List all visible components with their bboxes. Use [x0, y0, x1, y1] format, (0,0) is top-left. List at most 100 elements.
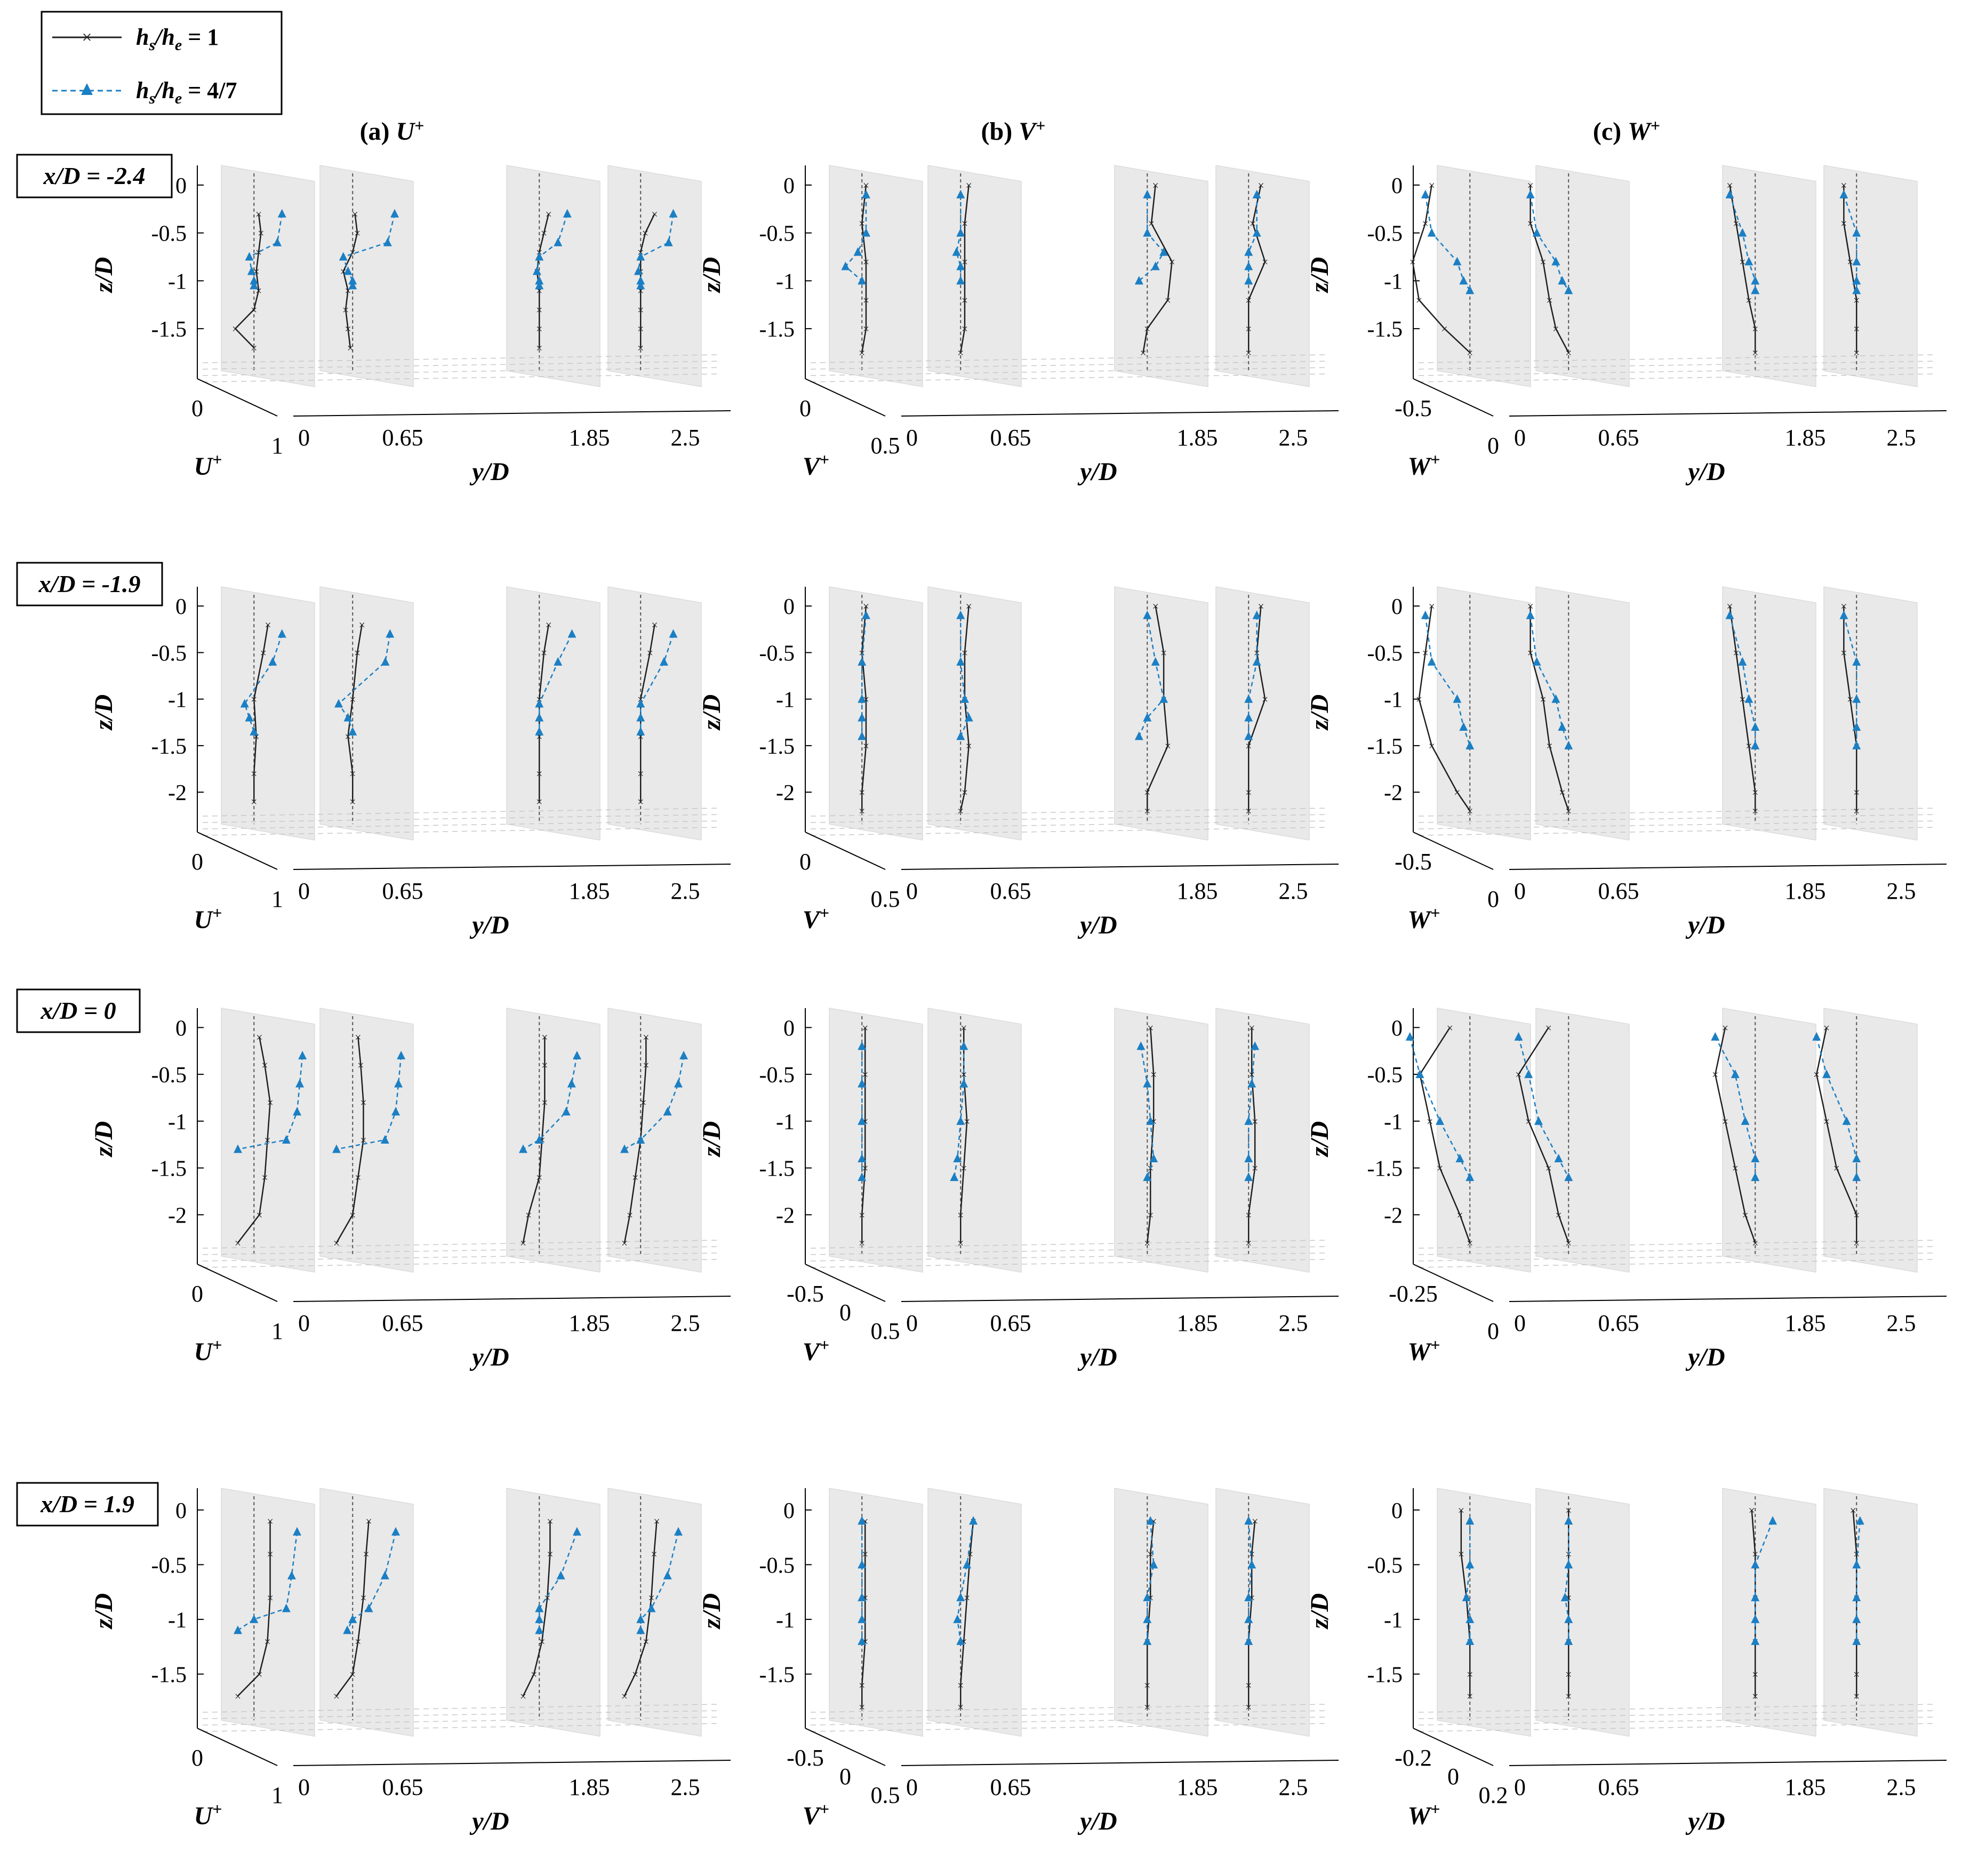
- series-point-r0-2-s1-p0-2: [1453, 257, 1462, 266]
- z-tick-label-r3-1-3: -1.5: [759, 1663, 795, 1687]
- series-point-r2-0-s0-p0-5: ×: [256, 1208, 262, 1222]
- series-point-r0-0-s0-p3-7: ×: [637, 341, 644, 355]
- z-axis-label-r1-1: z/D: [698, 694, 726, 731]
- yD-tick-label-r3-0-0: 0: [298, 1774, 310, 1800]
- series-point-r3-0-s0-p0-3: ×: [264, 1635, 270, 1648]
- series-point-r3-2-s0-p0-1: ×: [1458, 1547, 1464, 1561]
- var-axis-label-sup-r0-1: +: [820, 450, 829, 469]
- series-point-r2-1-s1-p0-4: [858, 1172, 867, 1182]
- yD-axis-r2-0: [293, 1296, 731, 1302]
- plane-r0-2-2: [1722, 165, 1816, 387]
- var-tick-label-r3-1-2: 0.5: [871, 1782, 900, 1808]
- series-point-r2-1-s1-p1-0: [959, 1041, 968, 1050]
- yD-axis-r1-1: [901, 864, 1339, 870]
- series-point-r2-1-s1-p0-1: [858, 1079, 867, 1088]
- series-point-r0-0-s1-p3-3: [634, 266, 643, 275]
- var-tick-label-r3-2-0: -0.2: [1395, 1745, 1432, 1771]
- z-tick-label-r1-1-1: -0.5: [759, 641, 795, 666]
- legend-marker-case2: [81, 83, 93, 95]
- plane-r2-0-3: [607, 1008, 702, 1273]
- var-tick-label-r0-0-0: 0: [191, 395, 203, 421]
- series-point-r0-0-s0-p0-5: ×: [251, 303, 257, 316]
- series-point-r1-1-s1-p1-2: [960, 694, 969, 703]
- series-line-r2-0-s1-p3: [624, 1055, 685, 1150]
- series-point-r2-2-s1-p2-0: [1711, 1032, 1720, 1041]
- series-point-r0-1-s1-p3-3: [1244, 261, 1253, 270]
- series-point-r2-0-s0-p1-5: ×: [349, 1208, 356, 1222]
- yD-axis-label-r2-2: y/D: [1685, 1343, 1725, 1371]
- series-point-r0-0-s1-p3-0: [669, 209, 678, 218]
- yD-tick-label-r2-1-2: 1.85: [1177, 1310, 1218, 1336]
- series-point-r2-2-s0-p2-0: ×: [1722, 1021, 1728, 1034]
- plane-r1-1-3: [1215, 586, 1310, 841]
- z-tick-label-r3-1-2: -1: [776, 1608, 795, 1633]
- plane-r2-1-1: [927, 1008, 1022, 1273]
- series-point-r3-0-s1-p0-2: [282, 1603, 291, 1612]
- var-axis-label-sup-r0-0: +: [212, 450, 222, 469]
- series-point-r1-0-s1-p2-4: [535, 727, 544, 736]
- yD-tick-label-r2-0-1: 0.65: [382, 1310, 423, 1336]
- series-point-r3-0-s0-p1-5: ×: [333, 1689, 340, 1703]
- series-point-r0-1-s1-p2-1: [1143, 228, 1152, 237]
- series-point-r0-1-s1-p0-4: [858, 276, 867, 285]
- series-point-r1-2-s0-p2-4: ×: [1752, 786, 1758, 799]
- series-point-r3-1-s1-p0-0: [858, 1516, 867, 1525]
- series-line-r1-1-s0-p2: [1147, 605, 1169, 811]
- series-point-r1-2-s1-p0-3: [1459, 722, 1468, 731]
- plane-r0-0-3: [607, 165, 702, 387]
- series-point-r1-0-s0-p2-5: ×: [536, 795, 542, 809]
- plane-r2-2-3: [1823, 1008, 1918, 1273]
- z-tick-label-r3-0-3: -1.5: [151, 1663, 187, 1687]
- z-tick-label-r1-2-2: -1: [1384, 688, 1403, 713]
- series-point-r2-1-s1-p3-4: [1244, 1172, 1253, 1182]
- series-point-r1-2-s0-p0-5: ×: [1467, 804, 1473, 818]
- series-line-r3-0-s0-p1: [335, 1521, 370, 1697]
- series-point-r1-0-s0-p0-5: ×: [251, 795, 257, 809]
- series-point-r3-0-s1-p3-3: [636, 1614, 645, 1623]
- series-point-r1-2-s0-p1-1: ×: [1527, 646, 1533, 659]
- series-point-r1-1-s1-p1-0: [956, 610, 965, 619]
- series-point-r0-1-s0-p2-5: ×: [1140, 346, 1146, 360]
- plane-r1-1-1: [927, 586, 1022, 841]
- legend-label-case1: hs/he = 1: [136, 24, 219, 54]
- series-point-r3-0-s1-p3-2: [647, 1603, 656, 1612]
- var-tick-label-r3-2-1: 0: [1447, 1763, 1459, 1790]
- column-title-b: (b) V+: [981, 116, 1046, 146]
- yD-tick-label-r1-0-3: 2.5: [671, 878, 700, 904]
- panel-r0-1: 0-0.5-1-1.5z/D00.5V+0 0.65 1.85 2.5y/D×××××…: [698, 165, 1339, 486]
- series-point-r1-1-s0-p2-0: ×: [1152, 600, 1158, 613]
- legend: × hs/he = 1 hs/he = 4/7: [41, 11, 283, 115]
- series-point-r1-1-s0-p1-4: ×: [962, 786, 968, 799]
- series-point-r3-0-s0-p1-3: ×: [355, 1635, 361, 1648]
- panel-r3-1: 0-0.5-1-1.5z/D-0.500.5V+0 0.65 1.85 2.5y/D×…: [698, 1488, 1339, 1835]
- series-point-r0-1-s0-p1-3: ×: [962, 293, 968, 307]
- series-line-r0-1-s1-p0: [844, 194, 867, 282]
- series-point-r3-0-s0-p0-4: ×: [256, 1667, 262, 1681]
- var-axis-label-sup-r1-2: +: [1430, 903, 1440, 922]
- series-point-r2-1-s0-p2-5: ×: [1144, 1236, 1150, 1250]
- series-point-r3-0-s0-p1-2: ×: [360, 1591, 366, 1604]
- series-point-r1-1-s0-p0-1: ×: [859, 646, 865, 659]
- series-point-r0-0-s1-p2-4: [535, 276, 544, 285]
- series-point-r1-0-s0-p1-0: ×: [359, 618, 365, 632]
- z-tick-label-r1-2-0: 0: [1391, 595, 1403, 619]
- series-point-r2-1-s0-p1-5: ×: [957, 1236, 964, 1250]
- series-point-r2-2-s0-p2-4: ×: [1742, 1208, 1748, 1222]
- series-point-r2-1-s1-p1-1: [959, 1079, 968, 1088]
- series-point-r0-2-s1-p0-3: [1459, 276, 1468, 285]
- panel-r0-2: 0-0.5-1-1.5z/D-0.50W+0 0.65 1.85 2.5y/D××××…: [1306, 165, 1947, 486]
- series-point-r3-2-s0-p3-1: ×: [1853, 1547, 1860, 1561]
- series-point-r2-2-s0-p1-2: ×: [1525, 1115, 1532, 1128]
- series-line-r2-0-s0-p0: [237, 1036, 271, 1243]
- series-point-r2-2-s0-p1-5: ×: [1565, 1236, 1572, 1250]
- series-point-r1-1-s0-p3-3: ×: [1245, 739, 1252, 753]
- series-point-r3-0-s1-p0-4: [233, 1625, 242, 1634]
- series-point-r2-0-s1-p2-3: [535, 1135, 544, 1144]
- series-point-r1-2-s1-p1-1: [1532, 657, 1541, 666]
- series-point-r1-0-s0-p3-1: ×: [647, 646, 653, 659]
- z-tick-label-r2-0-1: -0.5: [151, 1063, 187, 1088]
- series-point-r3-0-s1-p2-1: [556, 1570, 565, 1579]
- series-point-r1-1-s1-p3-4: [1244, 731, 1253, 740]
- series-point-r1-1-s0-p3-2: ×: [1262, 693, 1268, 706]
- series-point-r2-0-s0-p2-1: ×: [541, 1059, 548, 1072]
